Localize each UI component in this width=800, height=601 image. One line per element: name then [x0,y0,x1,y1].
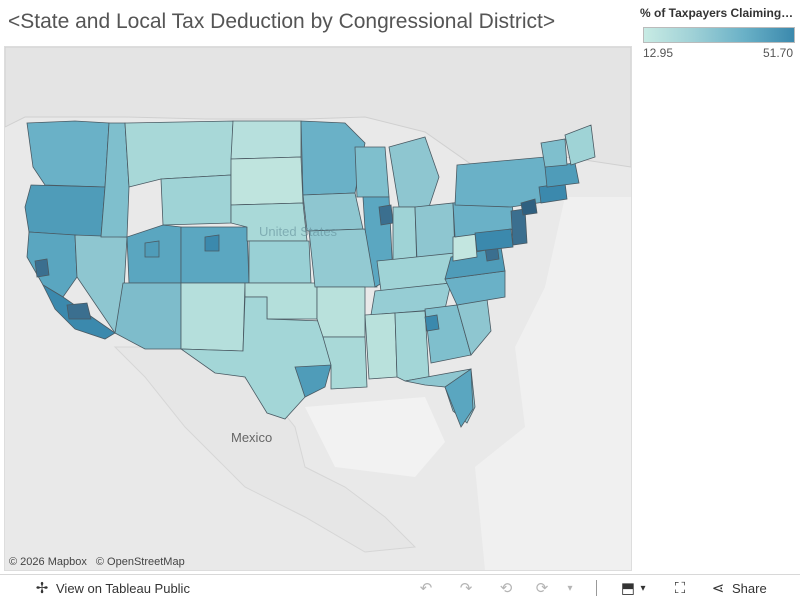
district-ca-north [26,231,78,298]
chevron-down-icon: ▾ [567,582,573,594]
undo-button[interactable]: ↶ [416,575,436,601]
fullscreen-button[interactable]: ⛶ [670,575,690,601]
map-attribution[interactable]: © 2026 Mapbox © OpenStreetMap [9,556,191,568]
tableau-logo-icon: ✢ [35,580,49,597]
district-vt-nh [540,138,568,168]
refresh-button[interactable]: ⟳ [532,575,552,601]
district-nj [510,208,528,246]
district-wv [452,232,478,262]
district-sd [230,156,304,206]
district-slc [144,240,160,258]
district-wi [354,146,390,198]
share-icon: ⋖ [711,580,725,597]
district-la-metro [66,302,92,320]
canada-landmass [5,47,631,188]
district-nm [180,282,246,352]
chevron-down-icon: ▾ [640,582,646,594]
district-fl-south [444,368,474,428]
district-sf [34,258,50,278]
download-icon: ⬒ [620,580,636,597]
us-districts[interactable] [24,120,596,428]
color-legend[interactable]: % of Taxpayers Claiming S... 12.95 51.70 [640,6,796,62]
map-svg[interactable] [5,47,631,570]
redo-icon: ↷ [459,580,473,597]
district-denver [204,234,220,252]
district-atl [424,314,440,332]
gulf-of-mexico [305,397,445,477]
district-oh [414,202,456,262]
fullscreen-icon: ⛶ [674,579,686,597]
district-mo [308,228,378,288]
district-az [114,282,182,350]
district-al [394,310,430,382]
district-ms [364,312,398,380]
district-tx-houston [294,364,332,398]
district-mi [388,136,440,208]
usa-label: United States [259,224,338,239]
view-on-tableau-label: View on Tableau Public [56,580,190,596]
legend-min-value: 12.95 [643,46,674,60]
mapbox-attribution[interactable]: © 2026 Mapbox [9,556,87,568]
district-or [24,184,106,238]
district-ar [316,286,366,338]
revert-icon: ⟲ [499,580,513,597]
district-ks [248,240,312,284]
download-button[interactable]: ⬒ ▾ [618,575,648,601]
district-la [322,336,368,390]
district-md [474,228,514,252]
page-title: <State and Local Tax Deduction by Congre… [8,10,556,33]
mexico-label: Mexico [231,430,273,445]
view-on-tableau-button[interactable]: ✢ View on Tableau Public [32,575,190,601]
legend-gradient-bar [643,27,795,43]
revert-button[interactable]: ⟲ [496,575,516,601]
district-nyc [520,198,538,216]
ocean-atlantic [475,197,631,570]
tableau-toolbar: ✢ View on Tableau Public ↶ ↷ ⟲ ⟳ ▾ ⬒ ▾ ⛶… [0,574,800,601]
legend-title: % of Taxpayers Claiming S... [640,6,796,20]
toolbar-divider [596,580,597,596]
legend-max-value: 51.70 [762,46,793,60]
share-button[interactable]: ⋖ Share [708,575,767,601]
district-ne [230,202,308,242]
undo-icon: ↶ [419,580,433,597]
district-wy [160,174,232,226]
share-label: Share [732,580,767,596]
pause-dropdown-button[interactable]: ▾ [560,575,580,601]
refresh-icon: ⟳ [535,580,549,597]
district-chicago [378,204,394,226]
osm-attribution[interactable]: © OpenStreetMap [95,556,185,568]
map-canvas[interactable]: United States Mexico © 2026 Mapbox © Ope… [4,46,632,571]
redo-button[interactable]: ↷ [456,575,476,601]
district-me [564,124,596,166]
district-ny [454,156,552,208]
district-wa [26,120,110,188]
district-nd [230,120,302,160]
